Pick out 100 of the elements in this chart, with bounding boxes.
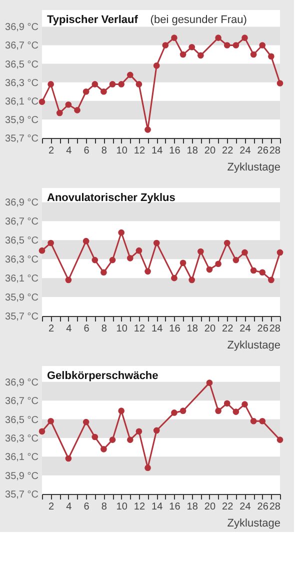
point (65, 455, 72, 462)
x-tick-label: 10 (116, 502, 128, 512)
y-tick-label: 35,9 °C (5, 470, 38, 482)
point (92, 256, 98, 264)
y-tick-label: 36,3 °C (5, 254, 38, 266)
point (92, 434, 98, 440)
x-tick-label: 14 (152, 146, 164, 156)
point (74, 107, 80, 114)
point (144, 464, 151, 471)
point (259, 269, 266, 276)
y-tick-label: 36,3 °C (5, 433, 38, 444)
y-tick-label: 35,9 °C (5, 292, 38, 304)
point (109, 436, 116, 443)
point (144, 126, 151, 133)
x-tick-label: 28 (269, 324, 281, 334)
x-tick-label: 24 (240, 324, 252, 334)
point (259, 42, 266, 48)
point (224, 400, 230, 407)
point (118, 81, 124, 88)
point (188, 44, 196, 50)
x-tick-label: 4 (66, 502, 72, 512)
point (259, 418, 266, 424)
x-tick-label: 4 (66, 146, 72, 156)
point (109, 81, 116, 88)
point (276, 436, 284, 443)
x-tick-label: 6 (84, 324, 90, 334)
point (232, 408, 240, 415)
point (276, 80, 284, 86)
point (153, 240, 160, 246)
point (48, 240, 54, 246)
point (153, 427, 160, 434)
y-tick-label: 36,1 °C (5, 274, 38, 285)
y-tick-label: 36,9 °C (5, 22, 38, 34)
point (100, 446, 107, 452)
point (171, 274, 178, 282)
x-tick-label: 20 (204, 146, 216, 156)
x-axis-title: Zyklustage (227, 340, 280, 352)
point (242, 401, 248, 408)
point (82, 238, 90, 244)
chart-title: Gelbkörperschwäche (47, 370, 158, 382)
point (48, 81, 54, 88)
point (180, 260, 186, 266)
x-tick-label: 16 (169, 502, 181, 512)
x-axis-title: Zyklustage (227, 518, 280, 530)
y-tick-label: 35,7 °C (5, 490, 38, 500)
point (224, 240, 230, 246)
point (38, 428, 46, 435)
x-tick-label: 18 (186, 502, 198, 512)
point (215, 408, 222, 414)
x-tick-label: 14 (152, 324, 164, 334)
y-tick-label: 36,9 °C (5, 198, 38, 209)
point (65, 101, 72, 108)
x-tick-label: 26 (257, 324, 269, 334)
x-tick-label: 8 (101, 146, 108, 156)
x-tick-label: 22 (222, 502, 234, 512)
point (224, 42, 230, 48)
x-tick-label: 28 (269, 146, 281, 156)
x-tick-label: 28 (269, 502, 281, 512)
x-tick-label: 2 (48, 146, 55, 156)
x-tick-label: 20 (204, 324, 216, 334)
y-tick-label: 36,7 °C (5, 40, 38, 52)
x-tick-label: 18 (186, 324, 198, 334)
point (100, 269, 107, 276)
point (126, 255, 134, 262)
chart-subtitle: (bei gesunder Frau) (150, 14, 247, 26)
point (38, 98, 46, 105)
point (250, 418, 257, 424)
x-tick-label: 4 (66, 324, 72, 334)
point (232, 42, 240, 48)
x-tick-label: 12 (134, 146, 146, 156)
point (136, 81, 142, 88)
y-tick-label: 35,7 °C (5, 312, 38, 322)
point (118, 408, 124, 414)
point (232, 256, 240, 264)
point (100, 88, 107, 95)
x-tick-label: 8 (101, 324, 108, 334)
point (276, 249, 284, 256)
x-tick-label: 12 (134, 502, 146, 512)
x-tick-label: 10 (116, 146, 128, 156)
point (109, 256, 116, 264)
point (215, 260, 222, 268)
x-tick-label: 18 (186, 146, 198, 156)
y-tick-label: 36,3 °C (5, 78, 38, 89)
x-tick-label: 16 (169, 324, 181, 334)
x-tick-label: 12 (134, 324, 146, 334)
x-tick-label: 22 (222, 146, 234, 156)
point (206, 380, 213, 386)
y-tick-label: 36,7 °C (5, 396, 38, 408)
point (171, 34, 178, 41)
y-tick-label: 36,5 °C (5, 414, 38, 426)
x-tick-label: 24 (240, 146, 252, 156)
point (171, 410, 178, 416)
x-tick-label: 2 (48, 324, 55, 334)
point (38, 247, 46, 254)
y-tick-label: 36,1 °C (5, 452, 38, 464)
y-tick-label: 36,5 °C (5, 236, 38, 247)
point (206, 266, 213, 273)
x-tick-label: 14 (152, 502, 164, 512)
x-tick-label: 10 (116, 324, 128, 334)
point (136, 428, 142, 435)
